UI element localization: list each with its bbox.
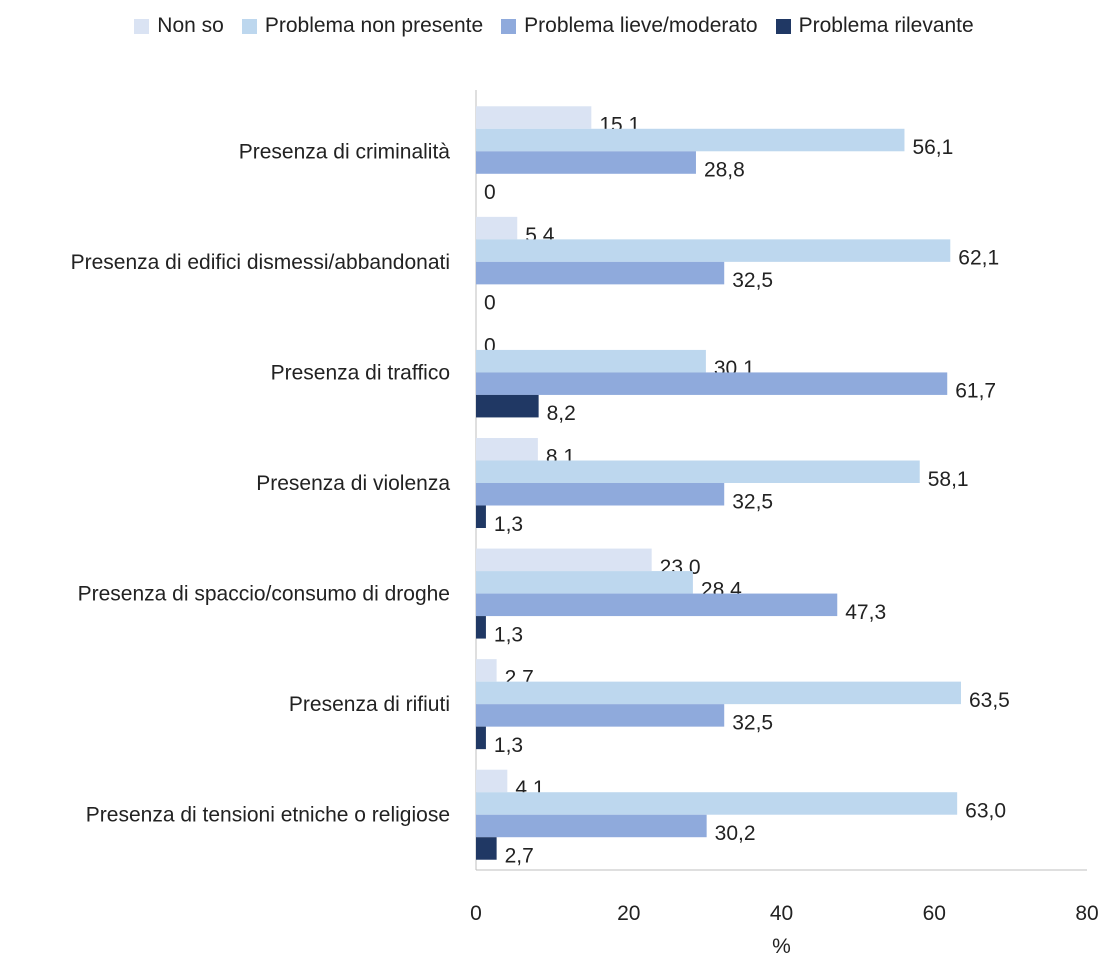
- legend-swatch: [501, 18, 517, 34]
- bar: [476, 438, 538, 461]
- bar: [476, 814, 707, 838]
- data-label: 63,0: [965, 799, 1006, 822]
- data-label: 32,5: [732, 490, 773, 513]
- x-axis-label: %: [772, 935, 791, 958]
- bar: [476, 216, 518, 240]
- data-label: 1,3: [494, 513, 523, 536]
- data-label: 30,2: [715, 822, 756, 845]
- category-label: Presenza di spaccio/consumo di droghe: [78, 583, 450, 606]
- data-label: 1,3: [494, 623, 523, 646]
- category-label: Presenza di edifici dismessi/abbandonati: [71, 251, 450, 274]
- data-label: 63,5: [969, 689, 1010, 712]
- legend-swatch: [241, 18, 257, 34]
- data-label: 32,5: [732, 711, 773, 734]
- bar: [476, 704, 725, 727]
- bar: [476, 681, 961, 705]
- data-label: 58,1: [928, 468, 969, 491]
- legend-item: Problema non presente: [241, 14, 484, 38]
- bar: [476, 548, 652, 572]
- bar: [476, 837, 497, 860]
- legend-swatch: [775, 18, 791, 34]
- legend: Non so Problema non presente Problema liev…: [0, 14, 1108, 38]
- legend-item: Problema lieve/moderato: [501, 14, 758, 38]
- data-label: 2,7: [505, 844, 534, 867]
- data-label: 0: [484, 292, 496, 315]
- legend-item: Problema rilevante: [775, 14, 974, 38]
- x-tick-label: 80: [1075, 902, 1098, 925]
- category-label: Presenza di criminalità: [239, 140, 451, 163]
- data-label: 1,3: [494, 734, 523, 757]
- bar: [476, 106, 592, 129]
- bar: [476, 792, 958, 815]
- category-label: Presenza di violenza: [256, 472, 450, 495]
- bar: [476, 483, 725, 506]
- bar: [476, 128, 905, 152]
- bar: [476, 349, 706, 373]
- bar: [476, 593, 838, 617]
- data-label: 8,2: [547, 402, 576, 425]
- bar: [476, 659, 497, 682]
- category-label: Presenza di traffico: [271, 361, 450, 384]
- data-label: 0: [484, 335, 496, 358]
- category-label: Presenza di tensioni etniche o religiose: [86, 804, 450, 827]
- data-label: 47,3: [845, 601, 886, 624]
- x-tick-label: 20: [617, 902, 640, 925]
- legend-item: Non so: [134, 14, 224, 38]
- x-tick-label: 0: [470, 902, 482, 925]
- category-label: Presenza di rifiuti: [289, 693, 450, 716]
- data-label: 0: [484, 181, 496, 204]
- bar: [476, 769, 508, 793]
- bar: [476, 372, 948, 395]
- legend-swatch: [134, 18, 150, 34]
- bar: [476, 726, 486, 750]
- data-label: 62,1: [958, 247, 999, 270]
- legend-label: Problema lieve/moderato: [524, 14, 758, 37]
- legend-label: Problema non presente: [264, 14, 484, 37]
- x-tick-label: 60: [923, 902, 946, 925]
- bar: [476, 239, 951, 262]
- bar: [476, 261, 725, 285]
- data-label: 28,8: [704, 159, 745, 182]
- bar: [476, 394, 539, 418]
- data-label: 61,7: [955, 380, 996, 403]
- bar: [476, 151, 696, 174]
- bar: [476, 460, 920, 483]
- data-label: 32,5: [732, 269, 773, 292]
- bar: [476, 616, 486, 639]
- x-tick-label: 40: [770, 902, 793, 925]
- bar: [476, 505, 486, 528]
- bar: [476, 571, 693, 594]
- legend-label: Problema rilevante: [798, 14, 974, 37]
- legend-label: Non so: [157, 14, 224, 37]
- data-label: 56,1: [912, 136, 953, 159]
